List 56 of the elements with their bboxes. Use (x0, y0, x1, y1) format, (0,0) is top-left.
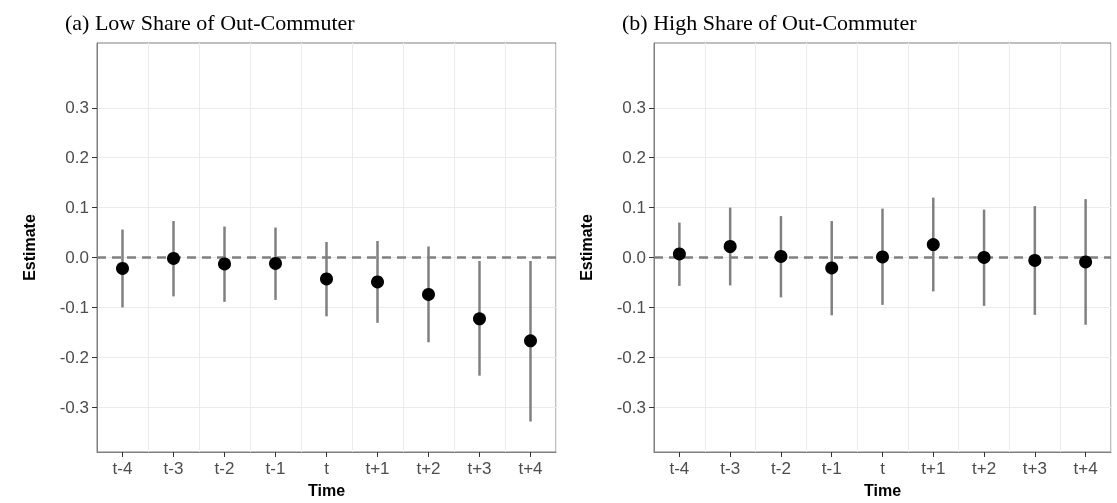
x-tick-label: t+1 (921, 459, 946, 478)
x-tick-label: t-1 (265, 459, 286, 478)
x-tick-label: t+4 (1073, 459, 1098, 478)
y-tick-label: -0.3 (616, 397, 646, 417)
y-tick-label: 0.1 (65, 198, 89, 218)
point (167, 251, 180, 265)
point (116, 261, 129, 275)
point (524, 334, 537, 348)
y-tick-label: 0.3 (65, 98, 89, 118)
x-tick-label: t-3 (163, 459, 184, 478)
y-tick-label: -0.1 (59, 297, 89, 317)
y-tick-label: 0.1 (622, 198, 646, 218)
point (977, 250, 991, 264)
y-tick-label: 0.0 (622, 247, 646, 267)
point (876, 250, 889, 264)
x-axis-title: Time (307, 481, 346, 499)
x-tick-label: t-1 (821, 459, 842, 478)
y-tick-label: -0.2 (59, 347, 89, 367)
y-tick-label: 0.2 (65, 148, 89, 168)
point (926, 238, 940, 251)
chart-title: (b) High Share of Out-Commuter (622, 9, 918, 35)
y-tick-label: -0.2 (616, 347, 646, 367)
y-tick-label: -0.3 (59, 397, 89, 417)
x-tick-label: t-3 (720, 459, 741, 478)
x-tick-label: t-2 (214, 459, 235, 478)
x-tick-label: t-2 (771, 459, 791, 478)
x-axis-title: Time (863, 481, 902, 499)
x-tick-label: t+4 (518, 459, 543, 478)
x-tick-label: t+2 (416, 459, 441, 478)
chart-title: (a) Low Share of Out-Commuter (65, 9, 356, 35)
y-tick-label: 0.3 (622, 98, 646, 118)
x-tick-label: t+3 (1022, 459, 1047, 478)
x-tick-label: t (880, 459, 886, 478)
point (825, 261, 839, 275)
point (774, 249, 788, 263)
x-tick-label: t+3 (467, 459, 492, 478)
point (422, 287, 435, 301)
x-tick-label: t+2 (972, 459, 997, 478)
point (269, 256, 282, 270)
x-tick-label: t-4 (669, 459, 690, 478)
point (1079, 255, 1093, 269)
point (473, 312, 486, 326)
point (371, 275, 384, 289)
x-tick-label: t+1 (365, 459, 390, 478)
point (218, 257, 231, 271)
x-tick-label: t (324, 459, 330, 478)
point (672, 247, 686, 261)
y-axis-title: Estimate (577, 214, 595, 281)
x-tick-label: t-4 (112, 459, 133, 478)
point (723, 240, 737, 253)
y-tick-label: -0.1 (616, 297, 646, 317)
point (320, 272, 333, 286)
y-tick-label: 0.2 (622, 148, 646, 168)
y-tick-label: 0.0 (65, 247, 89, 267)
y-axis-title: Estimate (20, 214, 38, 281)
point (1028, 253, 1042, 267)
